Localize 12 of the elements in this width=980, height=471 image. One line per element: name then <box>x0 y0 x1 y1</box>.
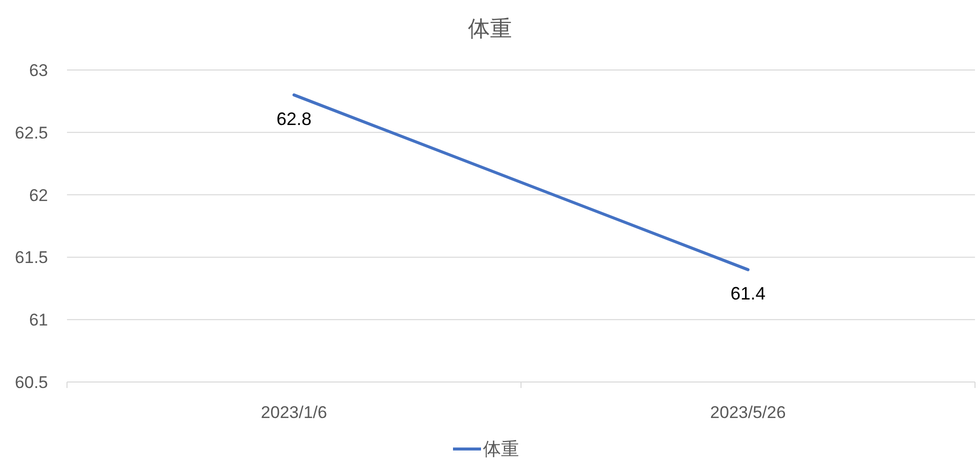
y-tick-label: 63 <box>29 61 48 80</box>
x-tick-label: 2023/5/26 <box>710 403 786 422</box>
chart-title: 体重 <box>468 16 512 41</box>
y-tick-label: 61.5 <box>14 248 48 268</box>
y-tick-label: 61 <box>29 310 48 330</box>
data-label: 61.4 <box>730 284 766 304</box>
legend-label: 体重 <box>483 439 519 459</box>
y-tick-label: 62 <box>29 186 48 205</box>
y-tick-label: 60.5 <box>14 373 48 392</box>
y-tick-label: 62.5 <box>14 123 48 142</box>
x-tick-label: 2023/1/6 <box>260 403 328 422</box>
data-label: 62.8 <box>276 108 312 129</box>
